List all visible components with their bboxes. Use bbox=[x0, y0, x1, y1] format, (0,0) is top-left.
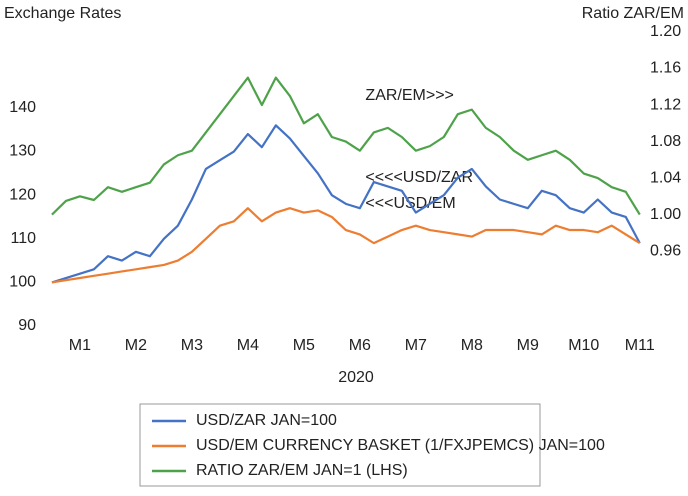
y2-tick-label: 0.96 bbox=[650, 242, 681, 259]
y-axis-title: Exchange Rates bbox=[4, 5, 121, 22]
annotation: <<<<USD/ZAR bbox=[365, 169, 473, 186]
x-tick-label: M10 bbox=[568, 337, 599, 354]
x-tick-label: M11 bbox=[625, 337, 655, 354]
y-tick-label: 100 bbox=[9, 274, 36, 291]
x-tick-label: M2 bbox=[125, 337, 147, 354]
y2-tick-label: 1.16 bbox=[650, 60, 681, 77]
x-tick-label: M1 bbox=[69, 337, 91, 354]
y-tick-label: 120 bbox=[9, 186, 36, 203]
legend-label: RATIO ZAR/EM JAN=1 (LHS) bbox=[196, 462, 408, 479]
y-tick-label: 130 bbox=[9, 143, 36, 160]
y2-tick-label: 1.20 bbox=[650, 23, 681, 40]
y2-tick-label: 1.08 bbox=[650, 133, 681, 150]
x-tick-label: M7 bbox=[405, 337, 427, 354]
series-line bbox=[51, 124, 641, 284]
x-tick-label: M4 bbox=[237, 337, 259, 354]
y2-tick-label: 1.12 bbox=[650, 96, 681, 113]
legend-label: USD/EM CURRENCY BASKET (1/FXJPEMCS) JAN=… bbox=[196, 437, 605, 454]
y-tick-label: 110 bbox=[10, 230, 36, 247]
legend-box bbox=[139, 403, 541, 487]
x-axis-title: 2020 bbox=[338, 369, 374, 386]
y2-tick-label: 1.04 bbox=[650, 169, 681, 186]
y2-tick-label: 1.00 bbox=[650, 206, 681, 223]
y-tick-label: 90 bbox=[18, 317, 36, 334]
x-tick-label: M9 bbox=[517, 337, 539, 354]
x-tick-label: M3 bbox=[181, 337, 203, 354]
x-tick-label: M6 bbox=[349, 337, 371, 354]
y2-axis-title: Ratio ZAR/EM bbox=[582, 5, 684, 22]
series-line bbox=[51, 207, 641, 284]
x-tick-label: M5 bbox=[293, 337, 315, 354]
series-line bbox=[51, 76, 641, 216]
legend-label: USD/ZAR JAN=100 bbox=[196, 412, 337, 429]
x-tick-label: M8 bbox=[461, 337, 483, 354]
y-tick-label: 140 bbox=[9, 99, 36, 116]
annotation: ZAR/EM>>> bbox=[365, 87, 453, 104]
